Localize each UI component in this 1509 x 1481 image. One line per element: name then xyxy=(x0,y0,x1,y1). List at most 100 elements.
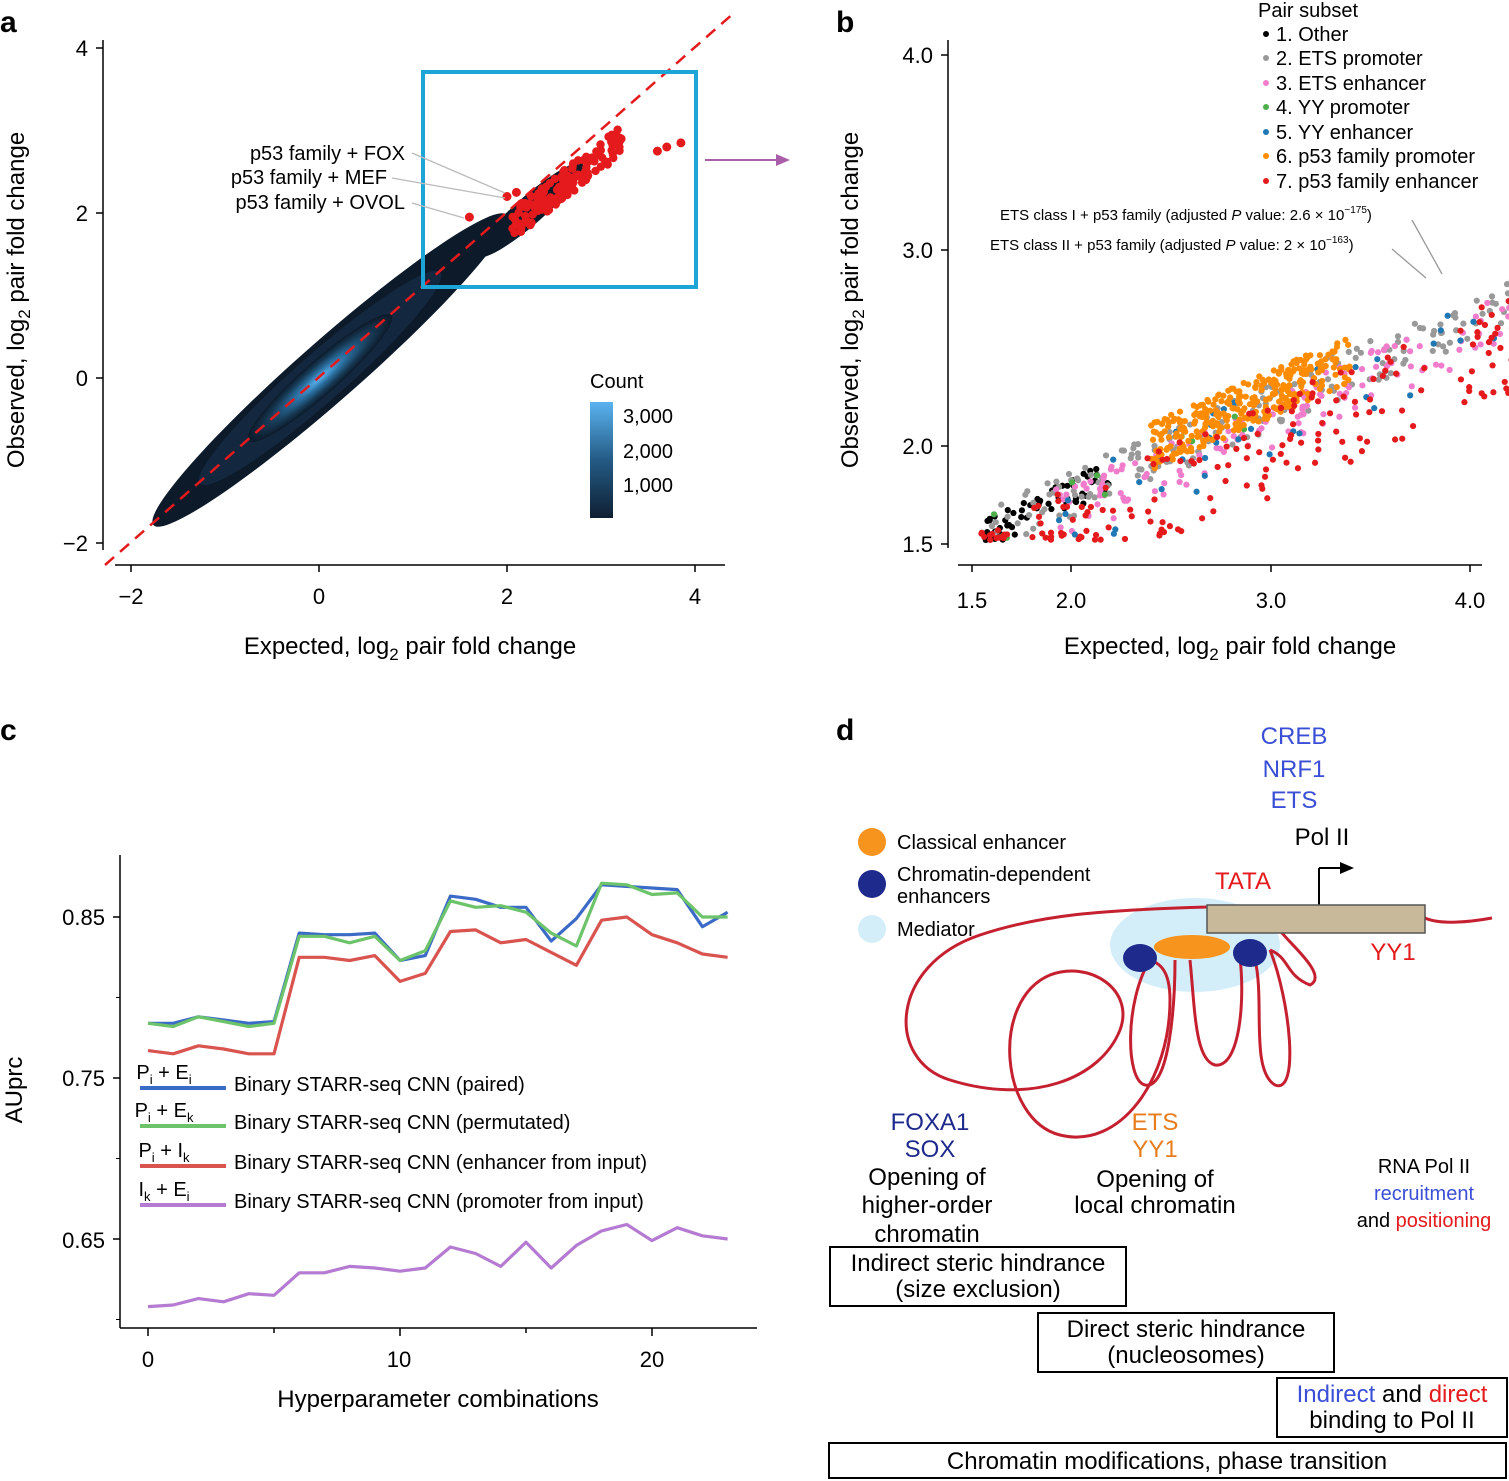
scatter-point xyxy=(1164,416,1171,423)
scatter-point xyxy=(1318,358,1325,365)
scatter-point xyxy=(1368,347,1375,355)
scatter-point xyxy=(1340,393,1347,400)
scatter-point xyxy=(1351,404,1359,411)
scatter-point xyxy=(1265,395,1273,402)
scatter-point xyxy=(1018,514,1025,521)
panel-c-xtick: 10 xyxy=(387,1347,411,1372)
panel-a-highlight-points xyxy=(464,125,686,238)
scatter-point xyxy=(1400,343,1407,351)
legend-formula: Pi + Ei xyxy=(136,1062,191,1087)
scatter-point xyxy=(1418,387,1425,394)
scatter-point xyxy=(1503,385,1509,392)
highlight-point xyxy=(541,182,551,191)
scatter-point xyxy=(1476,319,1483,326)
scatter-point xyxy=(1474,333,1481,340)
scatter-point xyxy=(1477,341,1484,348)
scatter-point xyxy=(1330,364,1337,371)
scatter-point xyxy=(1497,344,1504,352)
scatter-point xyxy=(1056,512,1063,519)
panel-c-xlabel: Hyperparameter combinations xyxy=(277,1386,598,1413)
scatter-point xyxy=(1261,415,1268,422)
highlight-point xyxy=(662,142,672,152)
annotation-ets-class-ii: ETS class II + p53 family (adjusted P va… xyxy=(990,235,1354,254)
colorbar-tick: 3,000 xyxy=(623,406,673,428)
scatter-point xyxy=(1456,346,1463,353)
scatter-point xyxy=(1150,428,1157,435)
scatter-point xyxy=(1188,448,1195,455)
panel-a: a 4 2 0 −2 −2 0 2 4 xyxy=(0,6,790,664)
scatter-point xyxy=(1300,411,1307,418)
scatter-point xyxy=(1473,297,1480,304)
scatter-point xyxy=(1020,500,1027,507)
scatter-point xyxy=(1158,420,1165,427)
scatter-point xyxy=(1391,343,1398,350)
legend-marker-p53-enhancer xyxy=(1263,178,1269,184)
chromatin-enhancer-marker xyxy=(858,870,886,898)
scatter-point xyxy=(1299,403,1306,411)
scatter-point xyxy=(1357,349,1364,356)
panel-b-ytick: 4.0 xyxy=(902,43,933,68)
scatter-point xyxy=(1373,363,1380,370)
scatter-point xyxy=(1359,382,1366,389)
scatter-point xyxy=(990,511,998,518)
legend-label: 7. p53 family enhancer xyxy=(1276,171,1479,193)
scatter-point xyxy=(1326,410,1334,417)
scatter-point xyxy=(1234,406,1241,413)
scatter-point xyxy=(1334,340,1341,347)
scatter-point xyxy=(1275,368,1282,376)
scatter-point xyxy=(1400,360,1407,367)
scatter-point xyxy=(1134,472,1141,479)
mid-desc-1: Opening of xyxy=(1096,1166,1214,1193)
legend-marker-p53-promoter xyxy=(1263,153,1269,159)
legend-classical: Classical enhancer xyxy=(897,832,1066,854)
legend-marker-ets-enhancer xyxy=(1263,80,1269,86)
scatter-point xyxy=(1264,407,1271,414)
colorbar xyxy=(590,402,613,518)
scatter-point xyxy=(1408,383,1415,390)
scatter-point xyxy=(1147,475,1154,483)
classical-enhancer-marker xyxy=(858,828,886,856)
scatter-point xyxy=(1252,383,1259,390)
panel-b-legend-title: Pair subset xyxy=(1258,0,1358,22)
panel-b-xlabel: Expected, log2 pair fold change xyxy=(1064,633,1396,664)
scatter-point xyxy=(1100,472,1108,479)
tata-label: TATA xyxy=(1215,868,1271,895)
scatter-point xyxy=(1176,419,1184,426)
scatter-point xyxy=(987,536,994,544)
scatter-point xyxy=(1047,536,1055,543)
scatter-point xyxy=(1215,422,1222,430)
scatter-point xyxy=(1387,370,1394,377)
scatter-point xyxy=(1087,471,1094,479)
scatter-point xyxy=(1134,441,1142,448)
panel-a-zoom-box xyxy=(421,70,698,289)
scatter-point xyxy=(1326,387,1333,395)
box1-line2: (size exclusion) xyxy=(895,1276,1060,1303)
scatter-point xyxy=(1062,510,1069,517)
panel-b-ytick: 1.5 xyxy=(902,532,933,557)
scatter-point xyxy=(1266,451,1273,458)
scatter-point xyxy=(1069,516,1076,523)
highlight-point xyxy=(562,185,571,195)
scatter-point xyxy=(1494,324,1501,331)
scatter-point xyxy=(1091,536,1099,543)
scatter-point xyxy=(1341,380,1348,388)
highlight-point xyxy=(510,228,519,238)
legend-label: Binary STARR-seq CNN (paired) xyxy=(234,1074,525,1096)
highlight-point xyxy=(615,133,625,143)
scatter-point xyxy=(1394,333,1402,340)
scatter-point xyxy=(1270,367,1277,374)
scatter-point xyxy=(1242,393,1249,400)
scatter-point xyxy=(994,527,1002,534)
scatter-point xyxy=(1288,408,1295,415)
scatter-point xyxy=(1093,466,1100,473)
highlight-point xyxy=(607,130,616,140)
scatter-point xyxy=(1222,414,1229,421)
scatter-point xyxy=(1048,505,1055,513)
scatter-point xyxy=(1160,529,1168,536)
dna-loop-mid-2 xyxy=(1188,957,1244,1067)
highlight-point xyxy=(558,179,568,188)
scatter-point xyxy=(1057,524,1064,531)
scatter-point xyxy=(1315,430,1322,438)
scatter-point xyxy=(1031,504,1038,512)
series-line xyxy=(147,881,728,1029)
